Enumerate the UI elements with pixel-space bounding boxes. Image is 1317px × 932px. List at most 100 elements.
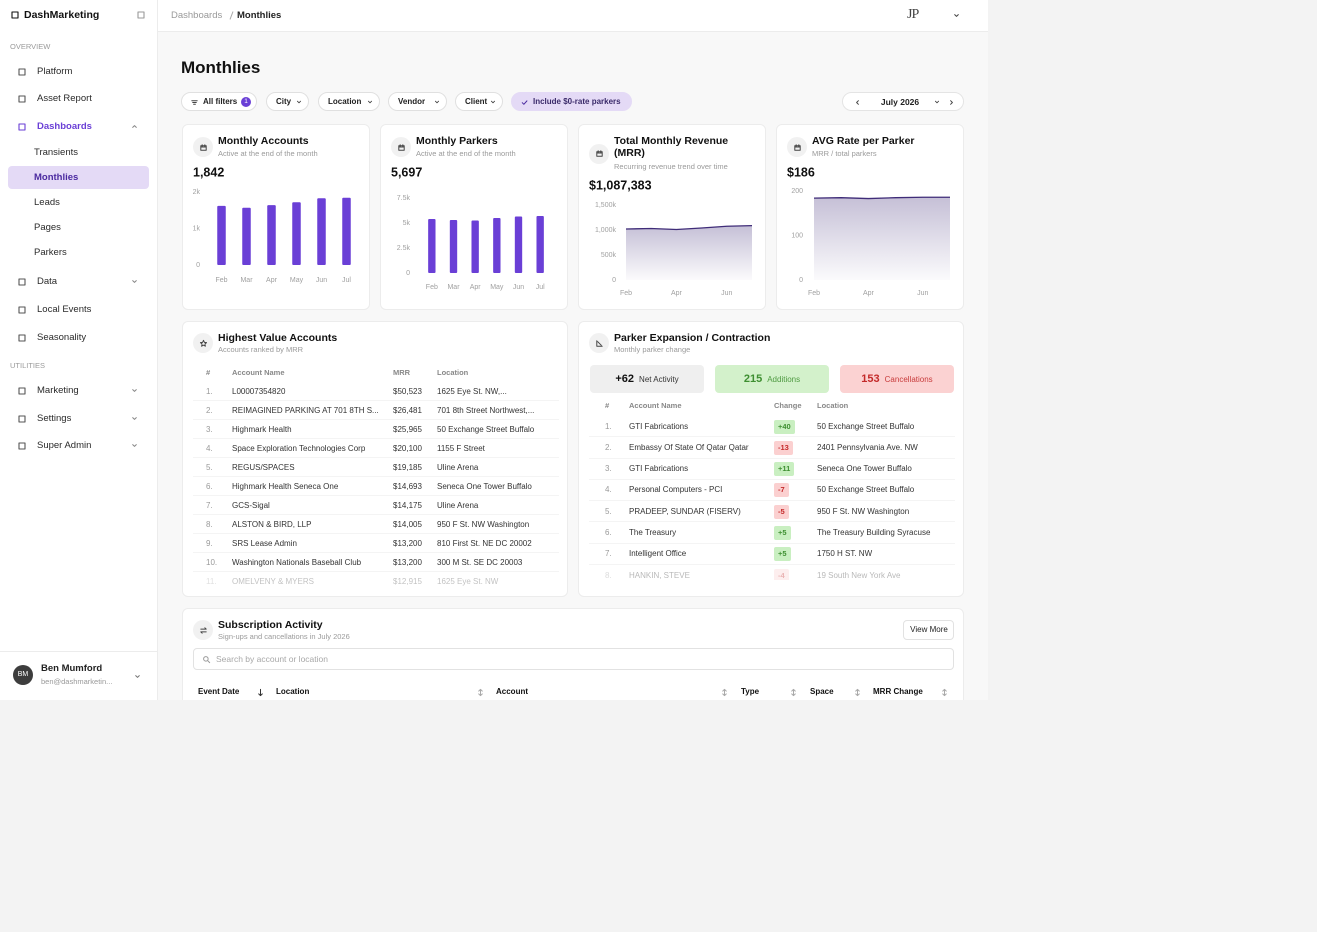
filter-pill[interactable]: Client xyxy=(455,92,503,111)
y-tick-label: 1k xyxy=(193,225,201,232)
table-cell: 950 F St. NW Washington xyxy=(437,520,530,529)
view-more-button[interactable]: View More xyxy=(903,620,954,640)
table-cell: $14,693 xyxy=(393,482,422,491)
period-picker[interactable]: July 2026 xyxy=(842,92,964,111)
column-header: # xyxy=(605,401,610,410)
table-row[interactable]: 2. REIMAGINED PARKING AT 701 8TH S... $26,… xyxy=(193,401,559,420)
nav-item[interactable]: Dashboards xyxy=(8,115,149,138)
y-tick-label: 7.5k xyxy=(397,195,411,202)
topbar: Dashboards Monthlies JP xyxy=(158,0,988,32)
nav-icon-stroke xyxy=(18,305,26,314)
y-tick-label: 2k xyxy=(193,189,201,196)
search-box[interactable]: Search by account or location xyxy=(193,648,954,670)
filter-icon xyxy=(190,99,198,105)
y-tick-label: 0 xyxy=(196,262,200,269)
x-tick-label: May xyxy=(490,284,504,291)
chart: 0 100 200 Feb Apr Jun xyxy=(791,188,950,297)
table-row[interactable]: 2. Embassy Of State Of Qatar Qatar -13 2401… xyxy=(589,437,955,459)
table-row[interactable]: 5. REGUS/SPACES $19,185 Uline Arena xyxy=(193,458,559,477)
filter-pill[interactable]: All filters 1 xyxy=(181,92,257,111)
kpi-icon-glyph-stroke xyxy=(397,143,405,151)
table-row[interactable]: 7. GCS-Sigal $14,175 Uline Arena xyxy=(193,496,559,515)
column-header: MRR xyxy=(393,368,411,377)
table-cell: GTI Fabrications xyxy=(629,421,689,431)
table-cell: 1750 H ST. NW xyxy=(817,549,873,559)
nav-item[interactable]: Seasonality xyxy=(8,326,149,349)
table-row[interactable]: 5. PRADEEP, SUNDAR (FISERV) -5 950 F St. NW… xyxy=(589,501,955,523)
table-row[interactable]: 6. Highmark Health Seneca One $14,693 Senec… xyxy=(193,477,559,496)
sort-icon xyxy=(941,688,947,696)
nav-item[interactable]: Monthlies xyxy=(8,166,149,189)
breadcrumb-separator-stroke xyxy=(229,11,233,20)
table-row[interactable]: 7. Intelligent Office +5 1750 H ST. NW xyxy=(589,544,955,566)
nav-icon-stroke xyxy=(18,333,26,342)
nav-icon-stroke xyxy=(18,277,26,286)
table-row[interactable]: 9. SRS Lease Admin $13,200 810 First St. NE… xyxy=(193,534,559,553)
table-row[interactable]: 1. L00007354820 $50,523 1625 Eye St. NW,... xyxy=(193,382,559,401)
table-row[interactable]: 1. GTI Fabrications +40 50 Exchange Street … xyxy=(589,416,955,438)
table-cell: PRADEEP, SUNDAR (FISERV) xyxy=(629,506,741,516)
table-cell: 3. xyxy=(206,425,213,434)
nav-item[interactable]: Marketing xyxy=(8,379,149,402)
table-row[interactable]: 4. Space Exploration Technologies Corp $20… xyxy=(193,439,559,458)
nav-item[interactable]: Platform xyxy=(8,60,149,83)
bar xyxy=(514,216,523,273)
table-row[interactable]: 4. Personal Computers - PCI -7 50 Exchange … xyxy=(589,480,955,502)
table-cell: 2. xyxy=(206,406,213,415)
chart: 0 1k 2k Feb Mar Apr May Jun Jul xyxy=(193,189,352,284)
filter-pill[interactable]: Location xyxy=(318,92,380,111)
table-cell: 8. xyxy=(605,570,612,580)
collapse-icon xyxy=(137,11,145,19)
table-row[interactable]: 8. HANKIN, STEVE -4 19 South New York Ave xyxy=(589,565,955,580)
period-dropdown xyxy=(934,100,940,104)
kpi-value: $186 xyxy=(787,165,815,180)
table-cell: 810 First St. NE DC 20002 xyxy=(437,539,532,548)
nav-item[interactable]: Asset Report xyxy=(8,87,149,110)
nav-item[interactable]: Parkers xyxy=(8,241,149,264)
card-icon xyxy=(589,333,609,353)
kpi-icon-glyph xyxy=(793,143,801,151)
table-cell: Highmark Health xyxy=(232,425,292,434)
period-next xyxy=(949,99,953,105)
table-row[interactable]: 10. Washington Nationals Baseball Club $13… xyxy=(193,553,559,572)
nav-item[interactable]: Transients xyxy=(8,141,149,164)
table-cell: The Treasury Building Syracuse xyxy=(817,528,931,537)
kpi-card: AVG Rate per Parker MRR / total parkers $1… xyxy=(776,124,964,310)
kpi-icon-glyph-stroke xyxy=(793,143,801,151)
nav-item[interactable]: Pages xyxy=(8,216,149,239)
nav-item[interactable]: Local Events xyxy=(8,298,149,321)
nav-item[interactable]: Settings xyxy=(8,407,149,430)
table-row[interactable]: 11. OMELVENY & MYERS $12,915 1625 Eye St. N… xyxy=(193,572,559,586)
x-tick-label: Feb xyxy=(808,290,820,297)
card-icon-glyph xyxy=(199,626,207,634)
nav-label: Platform xyxy=(37,65,73,77)
y-tick-label: 0 xyxy=(612,277,616,284)
table-row[interactable]: 6. The Treasury +5 The Treasury Building Sy… xyxy=(589,523,955,544)
nav-label: Asset Report xyxy=(37,92,92,104)
filter-pill[interactable]: City xyxy=(266,92,309,111)
nav-item[interactable]: Super Admin xyxy=(8,434,149,457)
filter-pill[interactable]: Include $0-rate parkers xyxy=(511,92,632,111)
brand: DashMarketing xyxy=(24,9,100,21)
table-row[interactable]: 3. GTI Fabrications +11 Seneca One Tower Bu… xyxy=(589,459,955,480)
x-tick-label: Jun xyxy=(917,290,928,297)
nav-label: Parkers xyxy=(34,246,67,258)
sort-icon xyxy=(721,688,727,696)
x-tick-label: Feb xyxy=(426,284,438,291)
sort-icon xyxy=(257,688,263,696)
filter-pill[interactable]: Vendor xyxy=(388,92,447,111)
nav-item[interactable]: Leads xyxy=(8,191,149,214)
nav-icon-stroke xyxy=(18,122,26,131)
nav-icon xyxy=(18,122,26,131)
table-cell: L00007354820 xyxy=(232,387,286,396)
table-row[interactable]: 3. Highmark Health $25,965 50 Exchange Stre… xyxy=(193,420,559,439)
nav-label: Marketing xyxy=(37,384,79,396)
divider xyxy=(0,651,157,652)
nav-label: Settings xyxy=(37,412,72,424)
user-menu[interactable]: BM Ben Mumford ben@dashmarketin... xyxy=(0,652,157,700)
table-row[interactable]: 8. ALSTON & BIRD, LLP $14,005 950 F St. NW … xyxy=(193,515,559,534)
filter-count: 1 xyxy=(244,98,248,105)
nav-icon-stroke xyxy=(18,414,26,423)
nav-item[interactable]: Data xyxy=(8,270,149,293)
card-title: Highest Value Accounts xyxy=(218,332,338,344)
